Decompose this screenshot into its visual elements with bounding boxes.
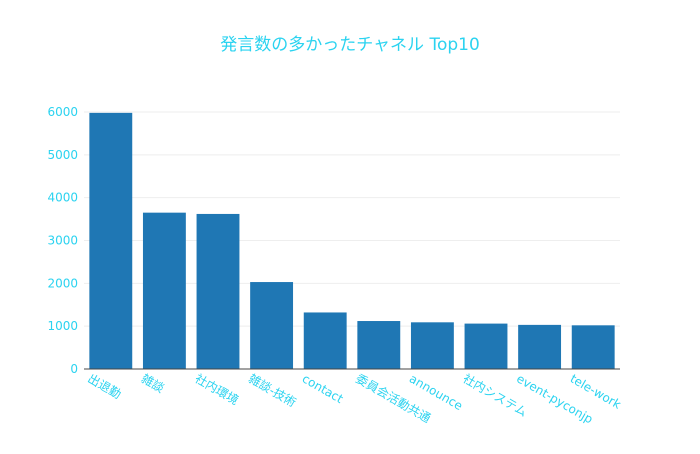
- x-tick-label: contact: [300, 371, 346, 406]
- bar: [357, 321, 401, 369]
- x-tick-label: 出退勤: [85, 371, 123, 401]
- y-tick-label: 4000: [47, 191, 78, 205]
- y-tick-labels: 0 1000 2000 3000 4000 5000 6000: [47, 105, 78, 376]
- y-tick-label: 5000: [47, 148, 78, 162]
- bar: [464, 323, 508, 369]
- chart-title: 発言数の多かったチャネル Top10: [220, 35, 480, 55]
- y-tick-label: 2000: [47, 276, 78, 290]
- x-tick-labels: 出退勤 雑談 社内環境 雑談-技術 contact 委員会活動共通announce社内シス…: [85, 371, 623, 427]
- y-tick-label: 3000: [47, 234, 78, 248]
- y-tick-label: 1000: [47, 319, 78, 333]
- bar: [196, 213, 240, 369]
- bar: [518, 324, 562, 369]
- y-tick-label: 6000: [47, 105, 78, 119]
- x-tick-label: 雑談: [139, 371, 167, 396]
- y-tick-label: 0: [70, 362, 78, 376]
- x-tick-label: 社内環境: [193, 371, 242, 408]
- bar: [142, 212, 186, 369]
- bar: [89, 112, 133, 370]
- bar: [250, 282, 294, 369]
- bar: [303, 312, 347, 369]
- bar: [571, 325, 615, 369]
- x-tick-label: 雑談-技術: [246, 371, 299, 410]
- bars: [89, 112, 615, 370]
- bar: [410, 322, 454, 369]
